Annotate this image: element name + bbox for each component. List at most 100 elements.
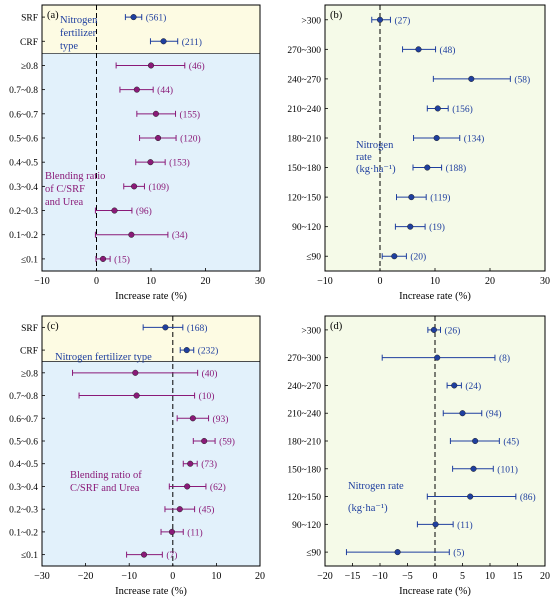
- category-tick-label: 120~150: [287, 493, 321, 503]
- x-tick-label: 20: [485, 276, 495, 287]
- category-tick-label: SRF: [21, 324, 38, 334]
- effect-point: [128, 231, 135, 238]
- sample-size-label: (20): [410, 252, 426, 263]
- effect-point: [133, 86, 140, 93]
- panel-0-x-axis-title: Increase rate (%): [115, 291, 187, 302]
- category-tick-label: 150~180: [287, 164, 321, 174]
- sample-size-label: (232): [198, 346, 219, 357]
- x-tick-label: −15: [345, 571, 361, 582]
- sample-size-label: (120): [180, 134, 201, 145]
- category-tick-label: 0.6~0.7: [9, 415, 38, 425]
- sample-size-label: (19): [429, 222, 445, 233]
- panel-3-group-0-label-line: Nitrogen rate: [348, 481, 404, 492]
- panel-2-frame: [41, 315, 261, 567]
- sample-size-label: (15): [114, 254, 130, 265]
- effect-point: [187, 460, 194, 467]
- panel-1-group-0-label-line: Nitrogen: [356, 140, 394, 151]
- effect-point: [162, 324, 169, 331]
- effect-point: [470, 465, 477, 472]
- panel-1-x-axis-title: Increase rate (%): [399, 291, 471, 302]
- effect-point: [147, 159, 154, 166]
- category-tick-label: 240~270: [287, 75, 321, 85]
- sample-size-label: (211): [182, 37, 202, 48]
- effect-point: [111, 207, 118, 214]
- category-tick-label: ≥0.8: [21, 369, 38, 379]
- panel-3-group-0-label-line: (kg·ha⁻¹): [348, 503, 388, 514]
- x-tick-label: 10: [211, 571, 221, 582]
- sample-size-label: (46): [189, 61, 205, 72]
- effect-point: [133, 392, 140, 399]
- effect-point: [430, 326, 437, 333]
- panel-1-group-0-label-line: (kg·ha⁻¹): [356, 164, 396, 175]
- panel-1-label: (b): [330, 10, 343, 21]
- category-tick-label: 150~180: [287, 465, 321, 475]
- category-tick-label: 210~240: [287, 410, 321, 420]
- category-tick-label: 0.1~0.2: [9, 528, 38, 538]
- category-tick-label: 0.4~0.5: [9, 460, 38, 470]
- sample-size-label: (93): [213, 414, 229, 425]
- effect-point: [131, 183, 138, 190]
- sample-size-label: (96): [136, 206, 152, 217]
- x-tick-label: 10: [485, 571, 495, 582]
- sample-size-label: (561): [146, 13, 167, 24]
- panel-3-label: (d): [330, 321, 343, 332]
- x-tick-label: 10: [146, 276, 156, 287]
- sample-size-label: (153): [169, 158, 190, 169]
- category-tick-label: CRF: [20, 347, 38, 357]
- sample-size-label: (34): [172, 230, 188, 241]
- x-tick-label: −10: [372, 571, 388, 582]
- category-tick-label: >300: [301, 326, 321, 336]
- x-tick-label: 20: [201, 276, 211, 287]
- effect-point: [160, 38, 167, 45]
- category-tick-label: 120~150: [287, 194, 321, 204]
- effect-point: [415, 46, 422, 53]
- category-tick-label: ≤90: [306, 549, 321, 559]
- category-tick-label: ≤90: [306, 253, 321, 263]
- panel-2-label: (c): [47, 321, 59, 332]
- category-tick-label: 0.7~0.8: [9, 86, 38, 96]
- sample-size-label: (26): [445, 325, 461, 336]
- effect-point: [451, 382, 458, 389]
- x-tick-label: 20: [540, 571, 550, 582]
- category-tick-label: ≤0.1: [21, 255, 38, 265]
- category-tick-label: 210~240: [287, 105, 321, 115]
- x-tick-label: 30: [255, 276, 265, 287]
- sample-size-label: (40): [202, 368, 218, 379]
- effect-point: [433, 134, 440, 142]
- category-tick-label: 270~300: [287, 46, 321, 56]
- sample-size-label: (134): [464, 134, 485, 145]
- sample-size-label: (27): [394, 15, 410, 26]
- x-tick-label: 0: [433, 571, 438, 582]
- panel-0-label: (a): [47, 10, 59, 21]
- x-tick-label: −10: [34, 276, 50, 287]
- panel-0-group-0-label-line: Nitrogen: [60, 15, 98, 26]
- x-tick-label: 15: [513, 571, 523, 582]
- effect-point: [408, 194, 415, 201]
- sample-size-label: (11): [187, 527, 202, 538]
- x-tick-label: 20: [255, 571, 265, 582]
- category-tick-label: 270~300: [287, 354, 321, 364]
- panel-0-group-0-label-line: fertilizer: [60, 28, 97, 39]
- category-tick-label: 180~210: [287, 135, 321, 145]
- sample-size-label: (7): [166, 550, 177, 561]
- sample-size-label: (44): [157, 85, 173, 96]
- x-tick-label: −10: [121, 571, 137, 582]
- panel-3-x-axis-title: Increase rate (%): [399, 586, 471, 597]
- category-tick-label: 240~270: [287, 382, 321, 392]
- effect-point: [472, 437, 479, 445]
- sample-size-label: (11): [457, 520, 472, 531]
- x-tick-label: −10: [317, 276, 333, 287]
- x-tick-label: 5: [460, 571, 465, 582]
- effect-point: [147, 62, 155, 69]
- category-tick-label: 0.5~0.6: [9, 135, 38, 145]
- category-tick-label: ≤0.1: [21, 551, 38, 561]
- panel-2-group-1-label-line: C/SRF and Urea: [70, 483, 140, 494]
- effect-point: [176, 506, 183, 513]
- effect-point: [407, 223, 414, 230]
- effect-point: [459, 410, 466, 417]
- sample-size-label: (119): [430, 193, 450, 204]
- category-tick-label: SRF: [21, 14, 38, 24]
- effect-point: [468, 75, 475, 82]
- panel-0-group-0-background: [42, 5, 260, 54]
- category-tick-label: 0.1~0.2: [9, 231, 38, 241]
